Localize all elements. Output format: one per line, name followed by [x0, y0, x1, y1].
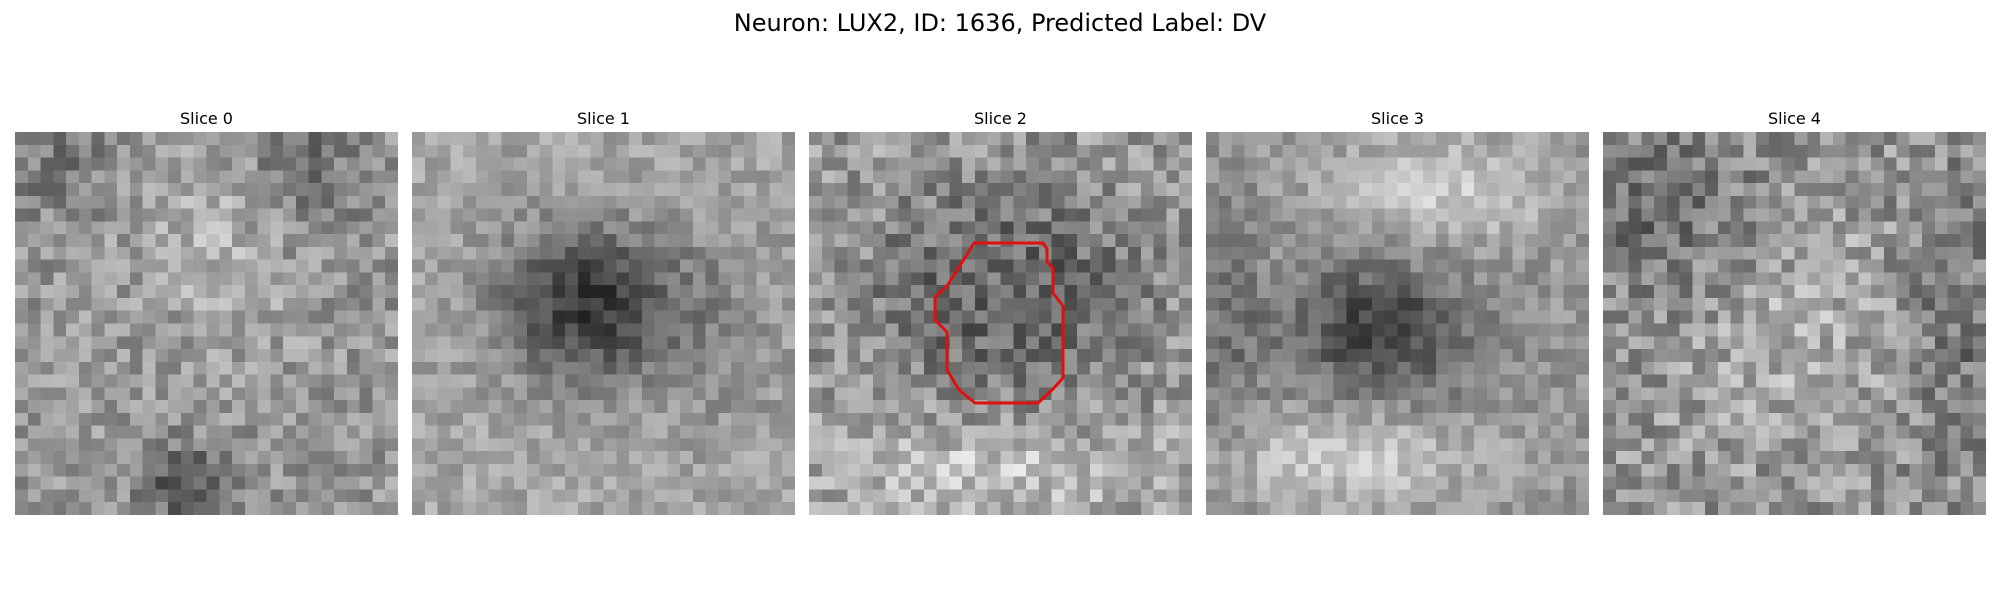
slice-panel-3: Slice 3 — [1206, 110, 1589, 515]
slice-pixels-2 — [809, 132, 1192, 515]
slice-title-1: Slice 1 — [577, 109, 630, 128]
slice-image-1 — [412, 132, 795, 515]
slice-image-4 — [1603, 132, 1986, 515]
slice-image-2 — [809, 132, 1192, 515]
slice-pixels-3 — [1206, 132, 1589, 515]
slice-panel-0: Slice 0 — [15, 110, 398, 515]
slice-pixels-4 — [1603, 132, 1986, 515]
slice-title-3: Slice 3 — [1371, 109, 1424, 128]
slice-title-2: Slice 2 — [974, 109, 1027, 128]
slice-panel-4: Slice 4 — [1603, 110, 1986, 515]
slice-panel-1: Slice 1 — [412, 110, 795, 515]
slice-pixels-1 — [412, 132, 795, 515]
slice-pixels-0 — [15, 132, 398, 515]
slice-image-3 — [1206, 132, 1589, 515]
figure-title: Neuron: LUX2, ID: 1636, Predicted Label:… — [733, 9, 1267, 37]
slice-panel-2: Slice 2 — [809, 110, 1192, 515]
slice-title-0: Slice 0 — [180, 109, 233, 128]
slice-title-4: Slice 4 — [1768, 109, 1821, 128]
slice-image-0 — [15, 132, 398, 515]
